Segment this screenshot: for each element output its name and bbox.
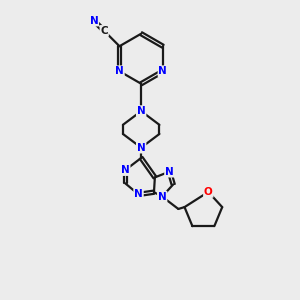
- Text: O: O: [204, 187, 213, 197]
- Text: N: N: [137, 142, 146, 153]
- Text: N: N: [165, 167, 174, 177]
- Text: N: N: [158, 192, 167, 202]
- Text: N: N: [158, 66, 167, 76]
- Text: N: N: [134, 189, 143, 200]
- Text: N: N: [121, 165, 130, 175]
- Text: N: N: [115, 66, 124, 76]
- Text: N: N: [137, 106, 146, 116]
- Text: N: N: [89, 16, 98, 26]
- Text: C: C: [100, 26, 108, 36]
